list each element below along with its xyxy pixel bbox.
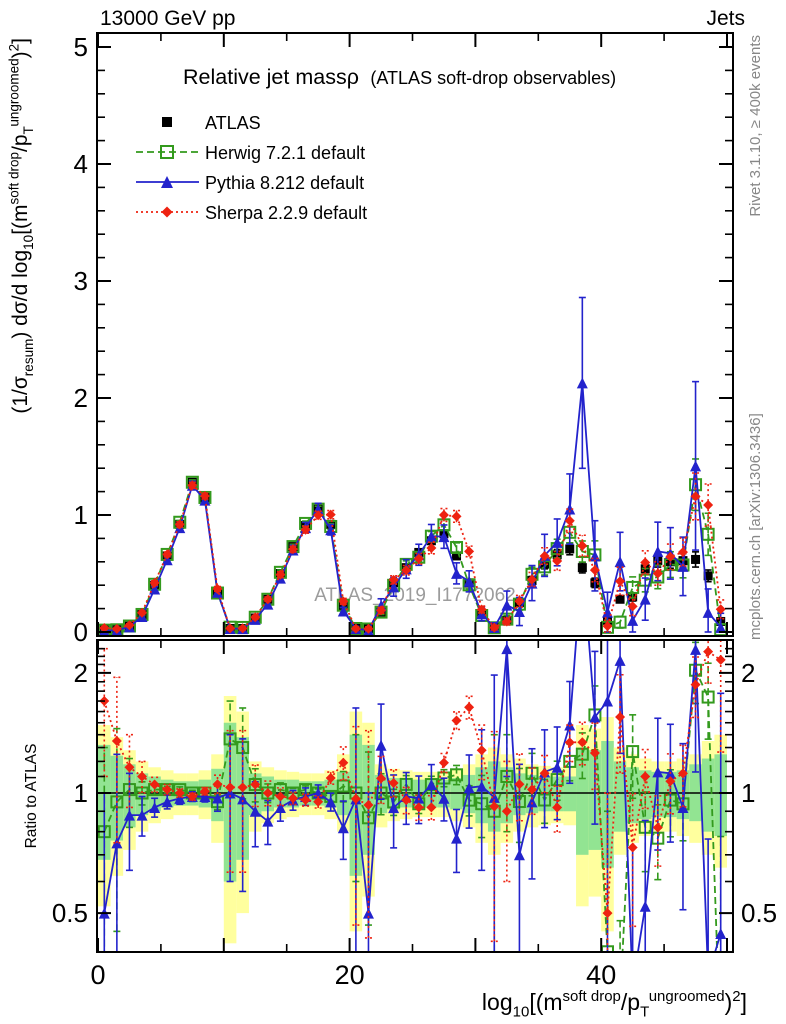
main-y-axis-title: (1/σresum) dσ/d log10[(msoft drop/pTungr… [7, 38, 36, 414]
legend-label-atlas: ATLAS [205, 113, 261, 133]
side-note-mcplots-arxiv: mcplots.cern.ch [arXiv:1306.3436] [747, 413, 764, 640]
legend-label-sherpa: Sherpa 2.2.9 default [205, 203, 367, 223]
x-tick-label: 0 [90, 960, 105, 990]
ratio-y-tick-label-right: 1 [741, 778, 755, 808]
x-axis-title: log10[(msoft drop/pTungroomed)2] [482, 988, 747, 1021]
x-tick-label: 20 [335, 960, 365, 990]
main-y-tick-label: 1 [74, 500, 88, 530]
side-note-rivet-version: Rivet 3.1.10, ≥ 400k events [747, 35, 764, 217]
panel-frames-and-ticks: 0 1 2 3 4 5 0 20 40 0.5 0.5 1 1 2 2 [52, 32, 777, 990]
ratio-panel-series [97, 640, 727, 952]
main-panel-series [97, 296, 728, 636]
legend-label-herwig: Herwig 7.2.1 default [205, 143, 365, 163]
series-sherpa-ratio [99, 640, 726, 952]
ratio-y-tick-label-left: 0.5 [52, 898, 88, 928]
header-beam-energy: 13000 GeV pp [100, 7, 235, 30]
legend-label-pythia: Pythia 8.212 default [205, 173, 364, 193]
legend: ATLAS Herwig 7.2.1 default Pythia 8.212 … [136, 113, 367, 223]
series-sherpa-main [99, 472, 726, 634]
x-tick-label: 40 [586, 960, 616, 990]
main-y-tick-label: 3 [74, 266, 88, 296]
plot-title-main: Relative jet massρ [183, 65, 359, 89]
plot-title: Relative jet massρ (ATLAS soft-drop obse… [183, 65, 616, 89]
legend-markers [136, 117, 199, 218]
ratio-y-tick-label-left: 1 [74, 778, 88, 808]
ratio-y-tick-label-right: 0.5 [741, 898, 777, 928]
main-y-tick-label: 2 [74, 383, 88, 413]
ratio-y-tick-label-right: 2 [741, 658, 755, 688]
axis-titles: log10[(msoft drop/pTungroomed)2] (1/σresu… [7, 38, 747, 1020]
main-y-tick-label: 4 [74, 149, 88, 179]
ratio-y-tick-label-left: 2 [74, 658, 88, 688]
ratio-y-axis-title: Ratio to ATLAS [23, 744, 40, 849]
plot-title-qualifier: (ATLAS soft-drop observables) [370, 68, 616, 88]
header-analysis-group: Jets [706, 7, 745, 30]
main-y-tick-label: 5 [74, 32, 88, 62]
main-y-tick-label: 0 [74, 617, 88, 647]
